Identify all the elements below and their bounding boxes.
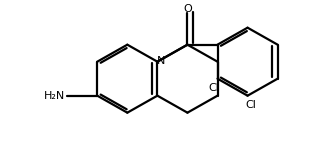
Text: O: O [183,4,192,14]
Text: Cl: Cl [209,83,220,93]
Text: Cl: Cl [245,100,256,110]
Text: H₂N: H₂N [44,91,66,101]
Text: N: N [157,56,165,66]
